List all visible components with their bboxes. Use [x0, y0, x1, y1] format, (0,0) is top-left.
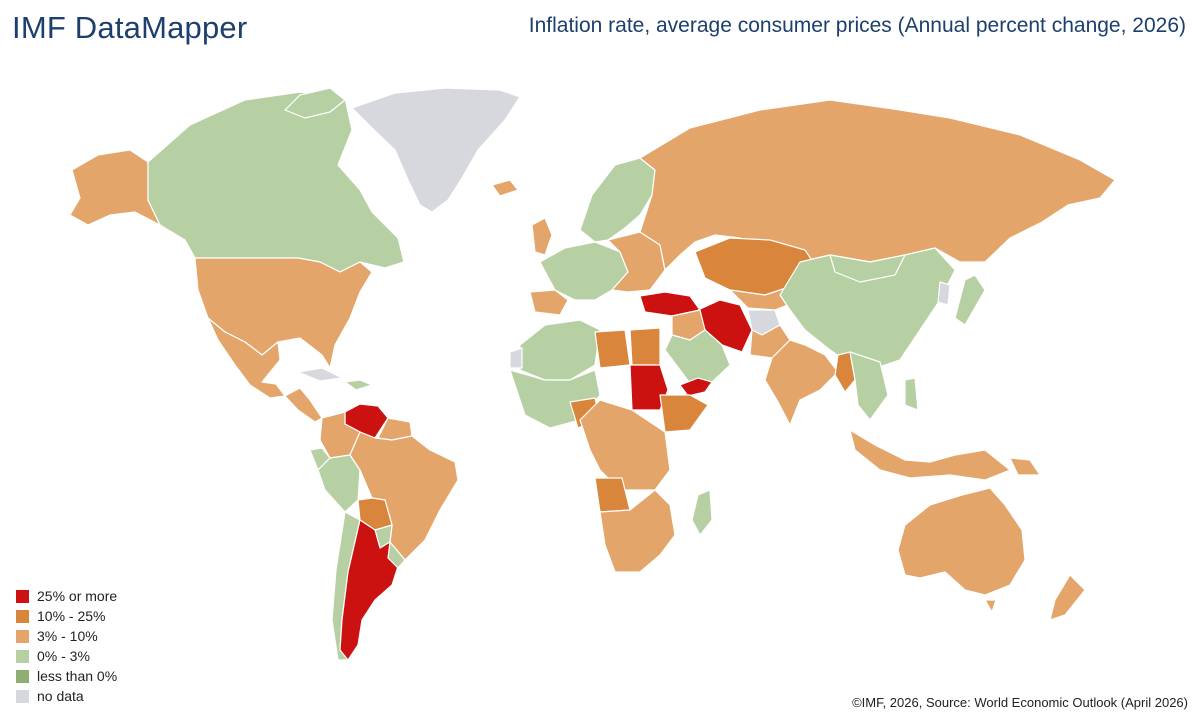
region-southeast-asia[interactable] — [849, 351, 889, 421]
region-uk-ireland[interactable] — [531, 217, 553, 256]
region-brazil[interactable] — [349, 431, 459, 561]
brand-title: IMF DataMapper — [12, 10, 248, 45]
legend-swatch — [16, 629, 29, 643]
legend-label: 3% - 10% — [37, 628, 98, 644]
legend-item: no data — [16, 686, 117, 706]
region-indonesia[interactable] — [849, 429, 1011, 481]
region-southern-africa[interactable] — [599, 489, 676, 573]
legend-swatch — [16, 609, 29, 623]
legend-item: 25% or more — [16, 586, 117, 606]
region-central-africa[interactable] — [579, 399, 671, 491]
region-philippines[interactable] — [904, 377, 919, 411]
legend-item: 3% - 10% — [16, 626, 117, 646]
legend-label: 0% - 3% — [37, 648, 90, 664]
region-russia[interactable] — [639, 99, 1116, 271]
legend-label: 25% or more — [37, 588, 118, 604]
region-western-sahara[interactable] — [509, 347, 523, 369]
region-tasmania[interactable] — [984, 599, 997, 613]
region-caribbean[interactable] — [344, 379, 373, 391]
region-yemen[interactable] — [679, 377, 713, 397]
region-mexico[interactable] — [207, 317, 286, 399]
legend-swatch — [16, 689, 29, 703]
region-papua-new-guinea[interactable] — [1009, 457, 1041, 476]
region-iberia[interactable] — [529, 289, 569, 316]
region-japan[interactable] — [954, 274, 986, 326]
region-peru[interactable] — [317, 454, 361, 513]
region-argentina[interactable] — [339, 519, 401, 661]
legend-label: less than 0% — [37, 668, 118, 684]
legend-label: 10% - 25% — [37, 608, 106, 624]
map-title: Inflation rate, average consumer prices … — [528, 14, 1186, 37]
region-canada-islands[interactable] — [284, 87, 346, 119]
region-egypt[interactable] — [629, 327, 661, 366]
region-myanmar[interactable] — [834, 351, 856, 393]
region-greenland[interactable] — [351, 87, 521, 213]
region-australia[interactable] — [897, 487, 1026, 596]
region-india[interactable] — [764, 339, 839, 426]
region-mongolia[interactable] — [829, 254, 906, 283]
region-central-america[interactable] — [284, 387, 323, 423]
legend-item: 10% - 25% — [16, 606, 117, 626]
legend-swatch — [16, 669, 29, 683]
region-new-zealand[interactable] — [1049, 574, 1086, 621]
region-iceland[interactable] — [491, 179, 519, 197]
region-uruguay[interactable] — [387, 541, 406, 569]
region-alaska[interactable] — [69, 149, 161, 226]
region-korea[interactable] — [937, 281, 951, 306]
region-madagascar[interactable] — [691, 489, 713, 536]
legend: 25% or more 10% - 25% 3% - 10% 0% - 3% l… — [16, 586, 117, 706]
legend-item: 0% - 3% — [16, 646, 117, 666]
region-usa[interactable] — [194, 257, 373, 369]
region-cuba[interactable] — [297, 367, 343, 382]
legend-item: less than 0% — [16, 666, 117, 686]
region-libya[interactable] — [594, 329, 631, 369]
legend-swatch — [16, 649, 29, 663]
legend-label: no data — [37, 688, 84, 704]
legend-swatch — [16, 589, 29, 603]
region-north-africa[interactable] — [519, 319, 601, 381]
region-horn-of-africa[interactable] — [659, 394, 709, 433]
region-arabia[interactable] — [664, 329, 731, 391]
source-credit: ©IMF, 2026, Source: World Economic Outlo… — [852, 695, 1188, 710]
